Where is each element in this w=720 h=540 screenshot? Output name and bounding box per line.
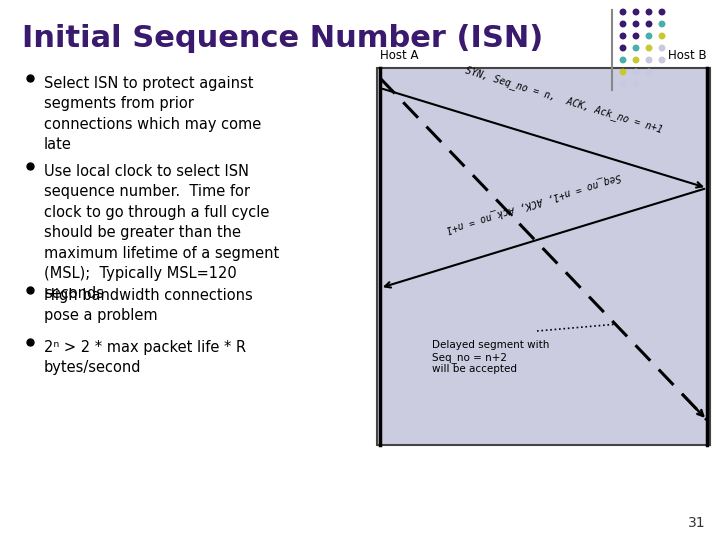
- Circle shape: [660, 45, 665, 51]
- Text: 31: 31: [688, 516, 706, 530]
- Text: Delayed segment with
Seq_no = n+2
will be accepted: Delayed segment with Seq_no = n+2 will b…: [432, 340, 549, 374]
- Circle shape: [647, 21, 652, 27]
- Circle shape: [647, 69, 652, 75]
- Text: Seq_no = n+1, ACK, Ack_no = n+1: Seq_no = n+1, ACK, Ack_no = n+1: [445, 171, 622, 235]
- Circle shape: [647, 57, 652, 63]
- Circle shape: [620, 45, 626, 51]
- Circle shape: [620, 81, 626, 87]
- Circle shape: [634, 9, 639, 15]
- Circle shape: [647, 9, 652, 15]
- Circle shape: [620, 69, 626, 75]
- Circle shape: [620, 33, 626, 39]
- Circle shape: [620, 9, 626, 15]
- Circle shape: [660, 21, 665, 27]
- Circle shape: [647, 45, 652, 51]
- Text: SYN, Seq_no = n,  ACK, Ack_no = n+1: SYN, Seq_no = n, ACK, Ack_no = n+1: [464, 64, 663, 135]
- Text: Host B: Host B: [668, 49, 707, 62]
- Text: Select ISN to protect against
segments from prior
connections which may come
lat: Select ISN to protect against segments f…: [44, 76, 261, 152]
- Text: High bandwidth connections
pose a problem: High bandwidth connections pose a proble…: [44, 288, 253, 323]
- Circle shape: [620, 21, 626, 27]
- Text: Initial Sequence Number (ISN): Initial Sequence Number (ISN): [22, 24, 544, 53]
- Text: Use local clock to select ISN
sequence number.  Time for
clock to go through a f: Use local clock to select ISN sequence n…: [44, 164, 279, 301]
- Circle shape: [660, 9, 665, 15]
- Circle shape: [634, 33, 639, 39]
- Circle shape: [647, 33, 652, 39]
- Circle shape: [634, 21, 639, 27]
- Circle shape: [634, 81, 639, 87]
- Circle shape: [620, 57, 626, 63]
- Circle shape: [634, 69, 639, 75]
- Circle shape: [634, 45, 639, 51]
- Text: 2ⁿ > 2 * max packet life * R
bytes/second: 2ⁿ > 2 * max packet life * R bytes/secon…: [44, 340, 246, 375]
- Circle shape: [660, 57, 665, 63]
- Circle shape: [660, 33, 665, 39]
- Bar: [377, 68, 710, 445]
- Circle shape: [634, 57, 639, 63]
- Text: Host A: Host A: [380, 49, 418, 62]
